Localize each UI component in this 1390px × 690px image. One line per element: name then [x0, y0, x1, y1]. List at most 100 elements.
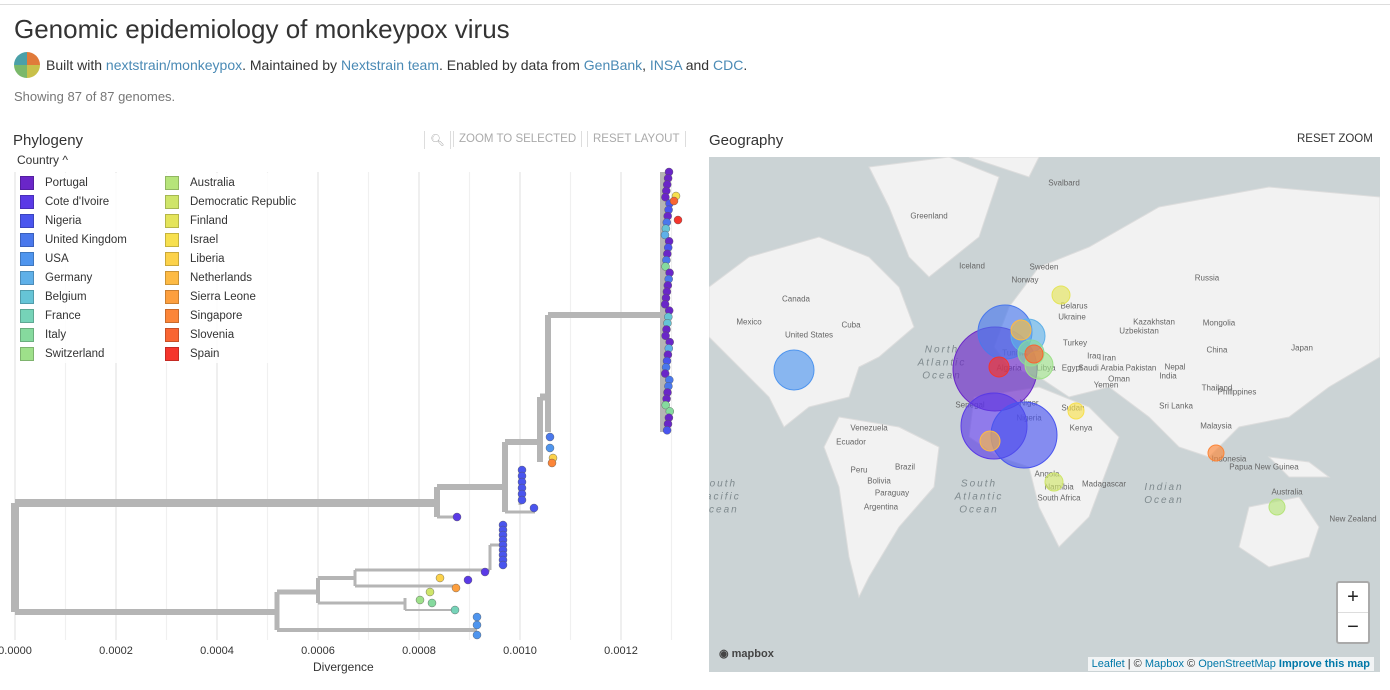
legend-label: Slovenia [190, 329, 234, 341]
legend-item[interactable]: Italy [20, 325, 165, 344]
legend-label: USA [45, 253, 69, 265]
tree-tip[interactable] [546, 444, 554, 452]
legend-label: United Kingdom [45, 234, 127, 246]
genbank-link[interactable]: GenBank [584, 57, 642, 73]
legend-item[interactable]: Nigeria [20, 211, 165, 230]
legend-label: Sierra Leone [190, 291, 256, 303]
country-circle[interactable] [989, 357, 1009, 377]
repo-link[interactable]: nextstrain/monkeypox [106, 57, 242, 73]
tree-tip[interactable] [518, 496, 526, 504]
country-circle[interactable] [1045, 473, 1063, 491]
country-circle[interactable] [980, 431, 1000, 451]
leaflet-link[interactable]: Leaflet [1092, 658, 1125, 670]
improve-map-link[interactable]: Improve this map [1279, 658, 1370, 670]
legend-label: France [45, 310, 81, 322]
legend-swatch [20, 290, 34, 304]
legend-item[interactable]: France [20, 306, 165, 325]
country-circle[interactable] [991, 402, 1057, 468]
legend-item[interactable]: Liberia [165, 249, 310, 268]
legend-item[interactable]: Portugal [20, 173, 165, 192]
legend-item[interactable]: Switzerland [20, 344, 165, 363]
osm-link[interactable]: OpenStreetMap [1198, 658, 1276, 670]
legend-item[interactable]: Netherlands [165, 268, 310, 287]
legend-item[interactable]: Sierra Leone [165, 287, 310, 306]
legend-item[interactable]: Germany [20, 268, 165, 287]
country-circle[interactable] [1269, 499, 1285, 515]
country-circle[interactable] [774, 350, 814, 390]
legend-swatch [20, 271, 34, 285]
mapbox-logo-text: mapbox [732, 648, 774, 660]
legend-item[interactable]: Israel [165, 230, 310, 249]
tree-tip[interactable] [546, 433, 554, 441]
zoom-control[interactable]: + − [1336, 581, 1370, 644]
legend-item[interactable]: Spain [165, 344, 310, 363]
phylogeny-title: Phylogeny [13, 132, 83, 149]
insa-link[interactable]: INSA [650, 57, 682, 73]
tree-tip[interactable] [436, 574, 444, 582]
legend-item[interactable]: Belgium [20, 287, 165, 306]
reset-zoom-button[interactable]: RESET ZOOM [1292, 131, 1378, 147]
x-axis-tick: 0.0000 [0, 645, 32, 657]
tree-tip[interactable] [452, 584, 460, 592]
legend-item[interactable]: United Kingdom [20, 230, 165, 249]
tree-tip[interactable] [426, 588, 434, 596]
legend-swatch [165, 252, 179, 266]
tree-tip[interactable] [481, 568, 489, 576]
legend-item[interactable]: USA [20, 249, 165, 268]
country-circle[interactable] [1011, 320, 1031, 340]
legend-item[interactable]: Finland [165, 211, 310, 230]
country-circle[interactable] [1208, 445, 1224, 461]
x-axis-tick: 0.0004 [200, 645, 234, 657]
tree-tip[interactable] [473, 621, 481, 629]
legend-swatch [165, 214, 179, 228]
legend-label: Belgium [45, 291, 87, 303]
tree-tip[interactable] [674, 216, 682, 224]
tree-tip[interactable] [464, 576, 472, 584]
legend-toggle[interactable]: Country ^ [17, 153, 68, 167]
tree-tip[interactable] [453, 513, 461, 521]
tree-tip[interactable] [530, 504, 538, 512]
legend-item[interactable]: Australia [165, 173, 310, 192]
country-circles[interactable] [709, 157, 1380, 672]
x-axis-tick: 0.0010 [503, 645, 537, 657]
tree-tip[interactable] [499, 561, 507, 569]
tree-tip[interactable] [548, 459, 556, 467]
tree-tip[interactable] [428, 599, 436, 607]
legend-item[interactable]: Slovenia [165, 325, 310, 344]
zoom-to-selected-button[interactable]: ZOOM TO SELECTED [453, 131, 582, 147]
zoom-in-button[interactable]: + [1338, 583, 1368, 612]
tree-tip[interactable] [451, 606, 459, 614]
country-circle[interactable] [1025, 345, 1043, 363]
country-legend: Portugal Cote d'Ivoire Nigeria United Kingd… [20, 173, 310, 363]
tree-tip[interactable] [473, 613, 481, 621]
legend-label: Finland [190, 215, 228, 227]
legend-item[interactable]: Singapore [165, 306, 310, 325]
legend-swatch [20, 214, 34, 228]
mapbox-link[interactable]: Mapbox [1145, 658, 1184, 670]
country-circle[interactable] [1052, 286, 1070, 304]
legend-label: Liberia [190, 253, 225, 265]
legend-swatch [165, 195, 179, 209]
byline: Built with nextstrain/monkeypox. Maintai… [14, 52, 747, 78]
reset-layout-button[interactable]: RESET LAYOUT [587, 131, 686, 147]
legend-label: Switzerland [45, 348, 104, 360]
mapbox-logo[interactable]: ◉ mapbox [719, 647, 774, 660]
legend-item[interactable]: Democratic Republic [165, 192, 310, 211]
legend-label: Democratic Republic [190, 196, 296, 208]
legend-swatch [165, 176, 179, 190]
legend-swatch [20, 347, 34, 361]
top-divider [0, 4, 1390, 5]
zoom-button[interactable]: 🔍︎ [424, 131, 451, 149]
team-link[interactable]: Nextstrain team [341, 57, 439, 73]
legend-label: Australia [190, 177, 235, 189]
legend-swatch [165, 290, 179, 304]
tree-tip[interactable] [416, 596, 424, 604]
tree-tip[interactable] [663, 426, 671, 434]
legend-item[interactable]: Cote d'Ivoire [20, 192, 165, 211]
country-circle[interactable] [1068, 403, 1084, 419]
tree-tip[interactable] [473, 631, 481, 639]
zoom-out-button[interactable]: − [1338, 612, 1368, 642]
cdc-link[interactable]: CDC [713, 57, 743, 73]
world-map[interactable]: Greenland Svalbard Iceland Sweden Norway Russ… [709, 157, 1380, 672]
tree-tip[interactable] [670, 197, 678, 205]
